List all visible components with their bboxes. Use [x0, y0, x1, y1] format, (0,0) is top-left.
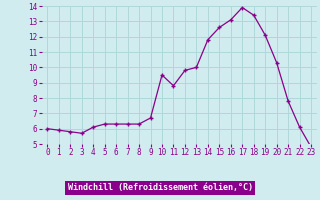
Text: Windchill (Refroidissement éolien,°C): Windchill (Refroidissement éolien,°C) — [68, 183, 252, 192]
